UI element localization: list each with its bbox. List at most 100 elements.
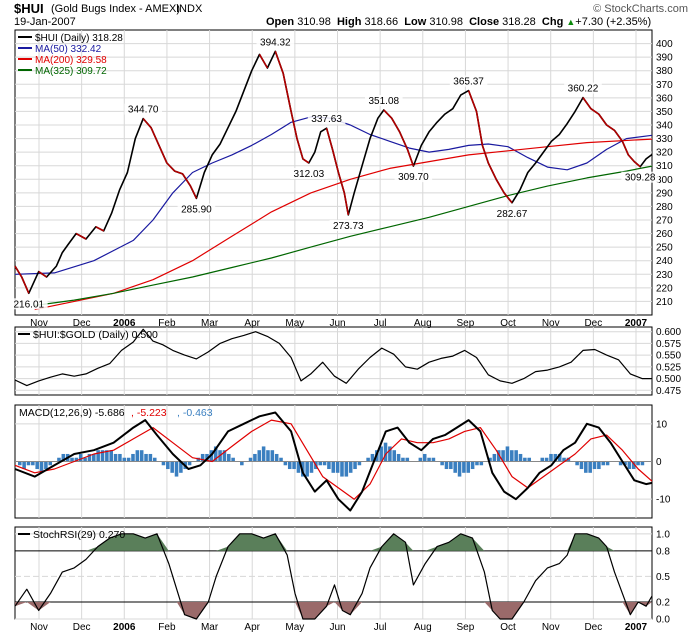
x-tick-label: Jun [329, 318, 345, 329]
macd-histogram-bar [396, 453, 401, 462]
macd-histogram-bar [309, 461, 314, 473]
legend-entry: MA(50) 332.42 [35, 44, 102, 55]
annotation-bg [564, 82, 602, 94]
y-tick-label: 330 [656, 134, 673, 145]
legend-entry: , -0.463 [177, 407, 213, 419]
price-annotation: 282.67 [497, 209, 528, 220]
x-tick-label: 2006 [113, 318, 136, 329]
price-down-segment [627, 154, 635, 163]
annotation-bg [449, 75, 488, 87]
x-tick-label: 2007 [625, 622, 648, 633]
macd-histogram-bar [200, 453, 205, 462]
macd-histogram-bar [253, 453, 257, 462]
macd-histogram-bar [109, 450, 113, 462]
price-down-segment [14, 265, 23, 278]
macd-histogram-bar [92, 453, 96, 462]
y-tick-label: 250 [656, 243, 673, 254]
macd-histogram-bar [122, 457, 127, 462]
brand-logo[interactable]: © StockCharts.com [593, 3, 688, 15]
annotation-bg [124, 103, 162, 115]
price-down-segment [282, 73, 292, 112]
price-annotation: 216.01 [14, 299, 45, 310]
x-tick-label: Dec [584, 622, 602, 633]
price-down-segment [633, 161, 641, 168]
price-down-segment [582, 97, 592, 110]
macd-histogram-bar [87, 453, 92, 462]
series-line-price [14, 411, 653, 512]
macd-histogram-bar [118, 453, 122, 462]
macd-histogram-bar [444, 461, 449, 470]
y-tick-label: 0.475 [656, 386, 681, 397]
price-down-segment [475, 111, 484, 146]
x-tick-label: Jul [374, 318, 387, 329]
price-down-segment [406, 149, 415, 167]
price-down-segment [621, 140, 630, 156]
series-line-ma50 [14, 116, 653, 275]
macd-histogram-bar [505, 446, 510, 462]
price-down-segment [495, 178, 505, 194]
x-tick-label: Apr [244, 318, 260, 329]
close-label: Close [469, 16, 500, 28]
y-tick-label: 10 [656, 419, 668, 430]
price-down-segment [38, 270, 48, 278]
open-label: Open [266, 16, 295, 28]
macd-histogram-bar [318, 461, 322, 466]
x-tick-label: Feb [158, 622, 176, 633]
macd-histogram-bar [549, 453, 553, 462]
macd-histogram-bar [527, 457, 531, 462]
y-tick-label: -10 [656, 495, 671, 506]
price-down-segment [606, 124, 615, 132]
price-annotation: 360.22 [568, 84, 599, 95]
price-down-segment [75, 232, 87, 240]
price-annotation: 312.03 [294, 169, 325, 180]
macd-histogram-bar [296, 461, 301, 473]
price-down-segment [383, 109, 393, 119]
annotation-bg [290, 167, 328, 179]
macd-histogram-bar [131, 453, 135, 462]
macd-histogram-bar [100, 450, 105, 462]
macd-histogram-bar [44, 461, 48, 470]
annotation-bg [493, 207, 531, 219]
macd-histogram-bar [475, 461, 479, 466]
y-tick-label: 0.575 [656, 339, 681, 350]
macd-histogram-bar [562, 457, 566, 462]
x-tick-label: 2007 [625, 318, 648, 329]
annotation-bg [177, 203, 216, 215]
legend-entry: $HUI:$GOLD (Daily) 0.500 [33, 329, 158, 341]
macd-histogram-bar [584, 461, 588, 473]
x-tick-label: Mar [201, 318, 219, 329]
x-tick-label: Dec [584, 318, 602, 329]
price-down-segment [158, 145, 168, 164]
y-tick-label: 0.500 [656, 374, 681, 385]
high-label: High [336, 16, 362, 28]
macd-histogram-bar [83, 457, 87, 462]
macd-histogram-bar [557, 453, 562, 462]
chg-up-arrow-icon: ▲ [566, 17, 576, 27]
macd-histogram-bar [31, 461, 35, 466]
price-annotation: 273.73 [333, 221, 364, 232]
price-down-segment [258, 54, 269, 69]
macd-histogram-bar [631, 461, 636, 470]
y-tick-label: 0.525 [656, 362, 681, 373]
x-tick-label: Nov [30, 318, 48, 329]
macd-histogram-bar [401, 457, 405, 462]
macd-histogram-bar [213, 446, 218, 462]
y-tick-label: 0.0 [656, 615, 670, 626]
macd-histogram-bar [231, 457, 235, 462]
macd-histogram-bar [366, 457, 370, 462]
y-tick-label: 310 [656, 161, 673, 172]
x-tick-label: Apr [244, 622, 260, 633]
y-tick-label: 360 [656, 93, 673, 104]
y-tick-label: 400 [656, 39, 673, 50]
y-tick-label: 220 [656, 283, 673, 294]
macd-histogram-bar [39, 461, 44, 473]
annotation-bg [621, 171, 659, 183]
macd-histogram-bar [370, 453, 375, 462]
macd-histogram-bar [462, 461, 466, 473]
macd-histogram-bar [283, 461, 288, 466]
macd-histogram-bar [466, 461, 471, 473]
price-down-segment [20, 276, 30, 294]
y-tick-label: 0.5 [656, 572, 670, 583]
macd-histogram-bar [174, 461, 179, 477]
x-tick-label: Sep [457, 622, 475, 633]
